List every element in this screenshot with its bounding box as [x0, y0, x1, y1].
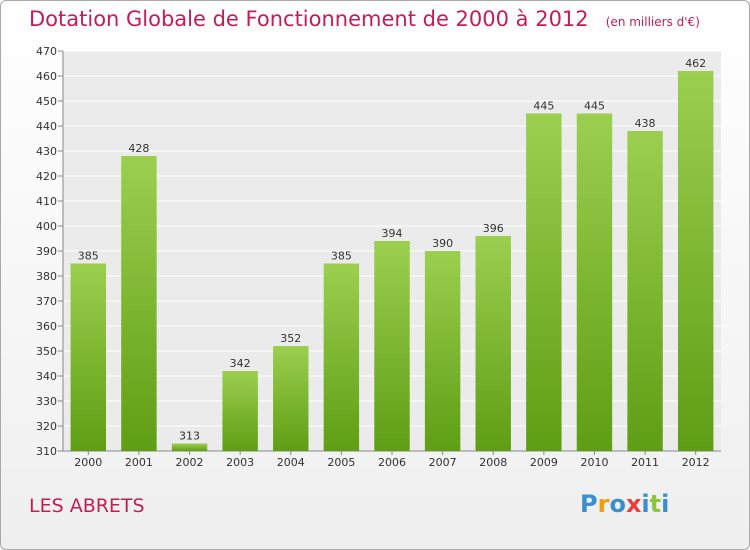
- data-label: 445: [533, 100, 554, 113]
- data-label: 396: [483, 222, 504, 235]
- logo-letter: P: [580, 490, 598, 518]
- y-tick-label: 390: [36, 245, 57, 258]
- x-tick-label: 2007: [429, 456, 457, 469]
- data-label: 428: [128, 142, 149, 155]
- data-label: 352: [280, 332, 301, 345]
- data-label: 462: [685, 57, 706, 70]
- y-tick-label: 380: [36, 270, 57, 283]
- data-label: 342: [230, 357, 251, 370]
- y-tick-label: 320: [36, 420, 57, 433]
- logo-letter: i: [661, 490, 670, 518]
- bar: [222, 371, 258, 451]
- y-tick-label: 360: [36, 320, 57, 333]
- x-tick-label: 2001: [125, 456, 153, 469]
- data-label: 394: [382, 227, 403, 240]
- bar: [475, 236, 511, 451]
- x-tick-label: 2006: [378, 456, 406, 469]
- logo-letter: o: [609, 490, 626, 518]
- bar: [677, 71, 714, 451]
- data-label: 313: [179, 430, 200, 443]
- x-tick-label: 2008: [479, 456, 507, 469]
- y-tick-label: 370: [36, 295, 57, 308]
- y-tick-label: 450: [36, 95, 57, 108]
- commune-name: LES ABRETS: [29, 495, 145, 517]
- bar: [273, 346, 309, 451]
- logo-letter: x: [625, 490, 642, 518]
- y-tick-label: 460: [36, 70, 57, 83]
- data-label: 445: [584, 100, 605, 113]
- data-label: 390: [432, 237, 453, 250]
- y-tick-label: 410: [36, 195, 57, 208]
- chart-title: Dotation Globale de Fonctionnement de 20…: [29, 7, 589, 31]
- x-tick-label: 2005: [327, 456, 355, 469]
- y-tick-label: 470: [36, 45, 57, 58]
- logo-letter: i: [641, 490, 650, 518]
- bar: [374, 241, 410, 451]
- y-tick-label: 340: [36, 370, 57, 383]
- bar: [121, 156, 157, 451]
- y-tick-label: 440: [36, 120, 57, 133]
- x-tick-label: 2009: [530, 456, 558, 469]
- bar: [576, 113, 613, 451]
- logo-letter: t: [649, 490, 662, 518]
- bar: [171, 443, 208, 451]
- bar: [323, 263, 360, 451]
- y-tick-label: 310: [36, 445, 57, 458]
- x-tick-label: 2010: [580, 456, 608, 469]
- data-label: 385: [78, 250, 99, 263]
- logo-letter: r: [597, 490, 610, 518]
- y-tick-label: 400: [36, 220, 57, 233]
- bar: [424, 251, 461, 451]
- x-tick-label: 2000: [74, 456, 102, 469]
- chart-unit: (en milliers d'€): [605, 15, 700, 29]
- x-tick-label: 2003: [226, 456, 254, 469]
- bar: [70, 263, 107, 451]
- data-label: 385: [331, 250, 352, 263]
- y-tick-label: 430: [36, 145, 57, 158]
- y-tick-label: 350: [36, 345, 57, 358]
- x-tick-label: 2002: [176, 456, 204, 469]
- x-tick-label: 2012: [682, 456, 710, 469]
- bar: [526, 113, 562, 451]
- x-tick-label: 2011: [631, 456, 659, 469]
- title-row: Dotation Globale de Fonctionnement de 20…: [29, 7, 700, 31]
- y-tick-label: 330: [36, 395, 57, 408]
- y-tick-label: 420: [36, 170, 57, 183]
- x-tick-label: 2004: [277, 456, 305, 469]
- proxiti-logo: Proxiti: [580, 490, 669, 518]
- bar: [627, 131, 663, 451]
- data-label: 438: [635, 117, 656, 130]
